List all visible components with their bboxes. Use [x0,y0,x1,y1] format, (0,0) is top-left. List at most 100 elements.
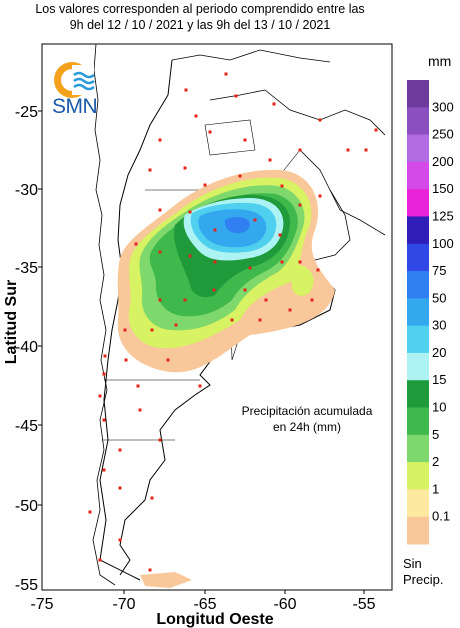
x-tick-label: -60 [273,596,296,613]
station-marker [374,128,378,132]
legend-swatch [407,271,429,299]
station-marker [253,218,257,222]
station-marker [98,558,102,562]
station-marker [264,298,268,302]
station-marker [150,496,154,500]
station-marker [158,298,162,302]
y-tick-label: -30 [15,182,38,199]
station-marker [124,358,128,362]
x-axis: -75 -70 -65 -60 -55 [30,596,375,613]
legend-label: 125 [432,208,454,223]
legend-label: 10 [432,400,446,415]
x-tick-label: -55 [352,596,375,613]
station-marker [158,250,162,254]
legend-label: 30 [432,318,446,333]
station-marker [123,328,127,332]
y-tick-label: -40 [15,339,38,356]
station-marker [134,242,138,246]
legend-label: 200 [432,154,454,169]
legend-swatch [407,380,429,409]
station-marker [138,408,142,412]
station-marker [183,166,187,170]
legend-swatch [407,80,429,108]
station-marker [183,298,187,302]
station-marker [238,174,242,178]
station-marker [298,203,302,207]
chile-coast [92,43,116,586]
paraguay-border [209,89,386,136]
station-marker [166,358,170,362]
station-marker [280,260,284,264]
y-tick-label: -35 [15,260,38,277]
y-axis: -25 -30 -35 -40 -45 -50 -55 [15,104,38,594]
x-axis-title: Longitud Oeste [156,611,273,628]
legend-label: 300 [432,99,454,114]
map-title-line-2: 9h del 12 / 10 / 2021 y las 9h del 13 / … [69,18,331,32]
legend-unit: mm [428,53,452,69]
legend-label: 0.1 [432,509,450,524]
x-tick-label: -65 [193,596,216,613]
x-tick-label: -70 [112,596,135,613]
station-marker [88,510,92,514]
map-content [92,43,386,588]
station-marker [272,102,276,106]
station-marker [102,418,106,422]
station-markers [88,72,378,572]
station-marker [103,354,107,358]
legend-label: 15 [432,372,446,387]
station-marker [136,384,140,388]
station-marker [318,118,322,122]
station-marker [158,208,162,212]
station-marker [198,384,202,388]
station-marker [318,194,322,198]
precipitation-legend: 300 250 200 150 125 100 75 50 30 20 15 10 5 2 1 0.1 [407,80,454,545]
y-tick-label: -50 [15,498,38,515]
legend-label: 5 [432,427,439,442]
legend-label: 75 [432,263,446,278]
station-marker [194,114,198,118]
legend-no-precip-line-1: Sin [403,556,422,571]
legend-swatch [407,107,429,136]
legend-swatch [407,161,429,190]
station-marker [118,448,122,452]
station-marker [150,328,154,332]
station-marker [118,486,122,490]
legend-swatch [407,325,429,354]
station-marker [158,438,162,442]
precip-area-south [140,572,192,588]
map-title-line-1: Los valores corresponden al periodo comp… [35,2,365,16]
legend-swatch [407,489,429,518]
legend-swatch [407,216,429,245]
station-marker [213,228,217,232]
station-marker [224,72,228,76]
station-marker [212,288,216,292]
legend-label: 20 [432,345,446,360]
station-marker [213,260,217,264]
station-marker [148,568,152,572]
station-marker [158,138,162,142]
station-marker [310,298,314,302]
legend-label: 100 [432,236,454,251]
legend-no-precip-line-2: Precip. [403,572,444,587]
station-marker [102,372,106,376]
legend-swatch [407,352,429,381]
station-marker [243,288,247,292]
station-marker [316,268,320,272]
station-marker [230,318,234,322]
station-marker [188,254,192,258]
y-tick-label: -45 [15,418,38,435]
precip-area-east [291,265,314,296]
legend-swatch [407,134,429,163]
argentina-east-coast [119,269,336,576]
station-marker [258,318,262,322]
station-marker [288,308,292,312]
map-annotation-line-2: en 24h (mm) [272,420,342,434]
legend-label: 50 [432,290,446,305]
brazil-border [299,149,386,236]
station-marker [364,148,368,152]
legend-swatch [407,243,429,272]
station-marker [248,266,252,270]
y-tick-label: -55 [15,577,38,594]
y-tick-label: -25 [15,104,38,121]
